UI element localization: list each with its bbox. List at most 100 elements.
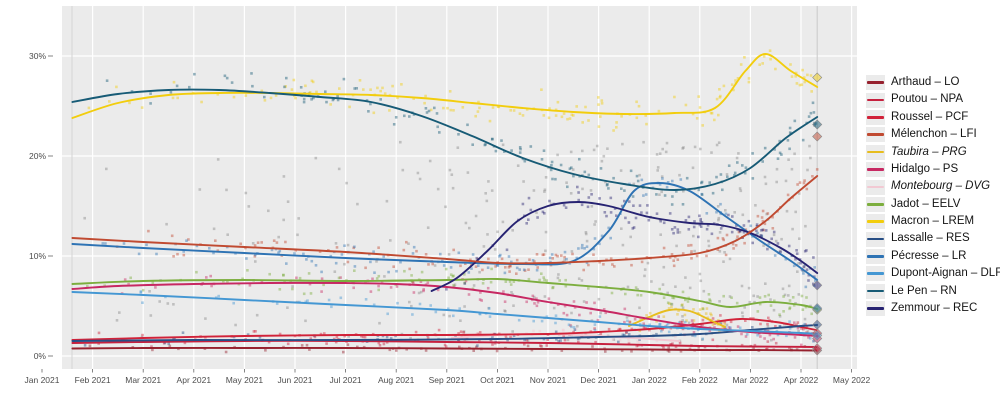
poll-point-dupont-aignan-dlf [418,302,422,306]
poll-point-melenchon-lfi [377,246,380,249]
poll-point-melenchon-lfi [536,266,539,269]
poll-point-le-pen-rn [299,86,303,89]
poll-point-macron-lrem [396,96,399,100]
poll-point-pecresse-lr [802,272,805,275]
poll-point-zemmour-rec [731,215,734,218]
poll-point-macron-lrem [372,111,376,115]
poll-point-le-pen-rn [149,92,152,95]
poll-point-le-pen-rn [812,111,816,114]
poll-point-zemmour-rec [527,218,530,221]
poll-point-dupont-aignan-dlf [567,323,571,327]
poll-point-poutou-npa [594,340,597,344]
other-poll-point [226,233,229,236]
other-poll-point [778,249,782,253]
poll-point-melenchon-lfi [408,267,411,271]
poll-point-zemmour-rec [623,199,626,203]
poll-point-dupont-aignan-dlf [275,302,279,305]
other-poll-point [724,339,728,343]
poll-point-macron-lrem [518,112,522,115]
legend-key-dupont-aignan-dlf [866,266,885,282]
x-tick-label: Jun 2021 [278,375,313,385]
other-poll-point [433,264,437,267]
poll-point-macron-lrem [795,82,799,85]
other-poll-point [282,218,285,222]
poll-point-macron-lrem [244,94,248,97]
poll-point-dupont-aignan-dlf [446,307,450,311]
poll-point-jadot-eelv [564,278,567,282]
other-poll-point [165,222,168,226]
poll-point-melenchon-lfi [762,228,765,232]
poll-point-le-pen-rn [230,81,234,84]
poll-point-pecresse-lr [814,279,817,282]
poll-point-zemmour-rec [705,227,709,231]
poll-point-pecresse-lr [457,251,461,255]
poll-point-roussel-pcf [414,330,418,334]
poll-point-montebourg-dvg [674,335,677,339]
poll-point-taubira-prg [681,303,684,306]
other-poll-point [718,231,722,234]
other-poll-point [747,286,751,290]
poll-point-lassalle-res [258,336,262,339]
other-poll-point [665,141,669,145]
other-poll-point [678,231,682,234]
other-poll-point [212,227,216,231]
poll-point-macron-lrem [597,103,600,106]
legend-item-hidalgo-ps: Hidalgo – PS [866,161,1000,178]
poll-point-le-pen-rn [620,187,623,190]
poll-point-pecresse-lr [195,244,199,248]
poll-point-zemmour-rec [548,199,551,203]
poll-point-jadot-eelv [309,292,313,295]
other-poll-point [535,211,538,214]
legend-label-poutou-npa: Poutou – NPA [891,93,964,106]
poll-point-macron-lrem [391,84,394,88]
poll-point-jadot-eelv [103,284,106,287]
poll-point-le-pen-rn [466,123,469,127]
poll-point-arthaud-lo [88,344,92,348]
poll-point-zemmour-rec [655,212,659,215]
other-poll-point [791,227,794,231]
poll-point-roussel-pcf [701,318,705,322]
legend-swatch-macron-lrem [867,220,884,223]
poll-point-pecresse-lr [515,266,519,270]
poll-point-lassalle-res [389,337,393,340]
other-poll-point [735,156,739,160]
other-poll-point [753,300,756,304]
x-tick-label: Apr 2022 [784,375,819,385]
legend-swatch-hidalgo-ps [867,168,884,171]
poll-point-melenchon-lfi [736,235,739,238]
poll-point-pecresse-lr [749,224,753,228]
poll-point-le-pen-rn [223,74,227,78]
poll-point-melenchon-lfi [239,242,242,246]
poll-point-melenchon-lfi [515,258,519,262]
legend-label-melenchon-lfi: Mélenchon – LFI [891,128,977,141]
poll-point-pecresse-lr [715,210,718,214]
poll-point-roussel-pcf [252,330,256,333]
other-poll-point [466,171,470,174]
poll-point-hidalgo-ps [708,329,712,332]
other-poll-point [444,205,447,209]
poll-point-le-pen-rn [744,166,748,169]
poll-point-hidalgo-ps [633,317,637,321]
poll-point-arthaud-lo [752,346,755,350]
poll-point-le-pen-rn [457,133,460,136]
poll-point-hidalgo-ps [426,281,430,285]
other-poll-point [532,295,536,299]
poll-point-macron-lrem [794,75,797,78]
poll-point-zemmour-rec [598,197,601,200]
poll-point-taubira-prg [677,309,680,312]
poll-point-roussel-pcf [319,332,323,336]
poll-point-dupont-aignan-dlf [217,294,220,298]
other-poll-point [737,152,740,155]
other-poll-point [451,186,455,190]
poll-point-zemmour-rec [755,229,758,233]
poll-point-dupont-aignan-dlf [572,326,576,329]
poll-point-poutou-npa [669,343,672,346]
poll-point-zemmour-rec [529,208,533,212]
poll-point-zemmour-rec [751,241,754,245]
poll-point-zemmour-rec [759,234,763,237]
poll-point-dupont-aignan-dlf [593,328,597,332]
poll-point-pecresse-lr [270,248,274,252]
poll-point-macron-lrem [732,88,735,92]
poll-point-le-pen-rn [583,170,587,174]
